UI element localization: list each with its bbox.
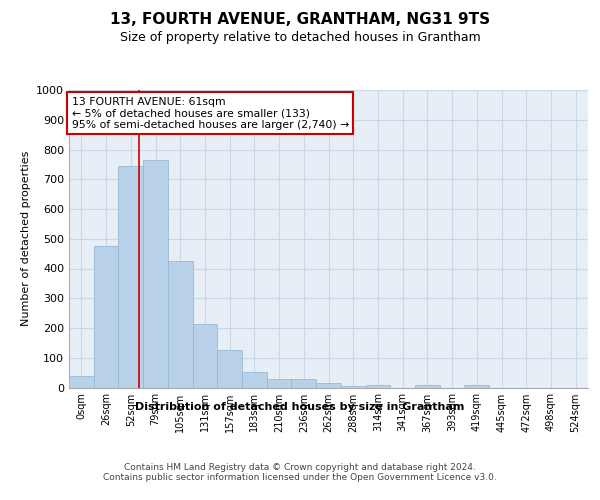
Bar <box>217 350 242 388</box>
Bar <box>292 379 316 388</box>
Bar <box>242 372 267 388</box>
Y-axis label: Number of detached properties: Number of detached properties <box>20 151 31 326</box>
Bar <box>143 160 168 388</box>
Bar <box>341 386 365 388</box>
Bar <box>415 385 440 388</box>
Bar <box>316 383 341 388</box>
Text: Distribution of detached houses by size in Grantham: Distribution of detached houses by size … <box>136 402 464 412</box>
Text: Contains HM Land Registry data © Crown copyright and database right 2024.
Contai: Contains HM Land Registry data © Crown c… <box>103 462 497 482</box>
Text: 13, FOURTH AVENUE, GRANTHAM, NG31 9TS: 13, FOURTH AVENUE, GRANTHAM, NG31 9TS <box>110 12 490 28</box>
Bar <box>168 261 193 388</box>
Bar <box>94 246 118 388</box>
Bar <box>193 324 217 388</box>
Bar <box>118 166 143 388</box>
Text: Size of property relative to detached houses in Grantham: Size of property relative to detached ho… <box>119 31 481 44</box>
Bar <box>365 385 390 388</box>
Bar <box>464 385 489 388</box>
Bar <box>69 376 94 388</box>
Text: 13 FOURTH AVENUE: 61sqm
← 5% of detached houses are smaller (133)
95% of semi-de: 13 FOURTH AVENUE: 61sqm ← 5% of detached… <box>71 96 349 130</box>
Bar <box>267 378 292 388</box>
